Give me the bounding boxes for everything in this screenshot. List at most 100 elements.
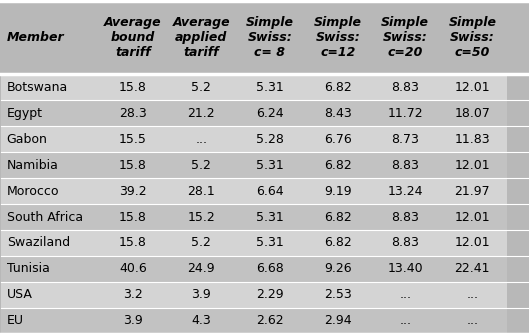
Text: Member: Member <box>7 31 65 45</box>
Bar <box>438 100 507 126</box>
Bar <box>235 1 304 74</box>
Text: 5.2: 5.2 <box>191 81 211 94</box>
Text: 5.2: 5.2 <box>191 159 211 172</box>
Bar <box>2 230 99 256</box>
Text: Average
applied
tariff: Average applied tariff <box>172 16 230 59</box>
Text: 4.3: 4.3 <box>191 314 211 327</box>
Text: 5.28: 5.28 <box>256 133 284 146</box>
Text: Simple
Swiss:
c=50: Simple Swiss: c=50 <box>449 16 496 59</box>
Text: 12.01: 12.01 <box>454 210 490 223</box>
Text: 12.01: 12.01 <box>454 237 490 250</box>
Text: 6.82: 6.82 <box>324 210 352 223</box>
Text: 11.83: 11.83 <box>454 133 490 146</box>
Text: Egypt: Egypt <box>7 107 43 120</box>
Bar <box>372 74 438 100</box>
Bar <box>167 126 235 152</box>
Text: 6.24: 6.24 <box>256 107 284 120</box>
Bar <box>167 256 235 282</box>
Text: 15.5: 15.5 <box>119 133 147 146</box>
Bar <box>99 152 167 178</box>
Text: Average
bound
tariff: Average bound tariff <box>104 16 162 59</box>
Text: 8.73: 8.73 <box>391 133 419 146</box>
Bar <box>235 74 304 100</box>
Bar <box>99 256 167 282</box>
Text: ...: ... <box>195 133 207 146</box>
Bar <box>99 1 167 74</box>
Bar <box>372 178 438 204</box>
Text: 15.8: 15.8 <box>119 237 147 250</box>
Bar <box>438 308 507 334</box>
Bar <box>304 230 372 256</box>
Bar <box>304 1 372 74</box>
Text: 15.2: 15.2 <box>187 210 215 223</box>
Text: 18.07: 18.07 <box>454 107 490 120</box>
Bar <box>304 204 372 230</box>
Text: Botswana: Botswana <box>7 81 68 94</box>
Bar <box>235 282 304 308</box>
Bar <box>167 178 235 204</box>
Bar <box>2 1 99 74</box>
Bar <box>438 256 507 282</box>
Text: ...: ... <box>467 288 478 301</box>
Text: 6.82: 6.82 <box>324 81 352 94</box>
Text: 2.62: 2.62 <box>256 314 284 327</box>
Bar <box>304 100 372 126</box>
Text: ...: ... <box>399 288 411 301</box>
Bar <box>167 204 235 230</box>
Bar <box>438 126 507 152</box>
Bar <box>167 1 235 74</box>
Text: 28.3: 28.3 <box>119 107 147 120</box>
Bar <box>372 230 438 256</box>
Text: 5.2: 5.2 <box>191 237 211 250</box>
Bar <box>2 100 99 126</box>
Text: 24.9: 24.9 <box>188 262 215 275</box>
Text: 9.19: 9.19 <box>324 185 352 198</box>
Bar <box>2 282 99 308</box>
Text: 28.1: 28.1 <box>187 185 215 198</box>
Text: 8.83: 8.83 <box>391 81 419 94</box>
Bar <box>99 126 167 152</box>
Text: 13.24: 13.24 <box>388 185 423 198</box>
Bar <box>438 282 507 308</box>
Bar <box>235 308 304 334</box>
Text: Gabon: Gabon <box>7 133 48 146</box>
Text: 5.31: 5.31 <box>256 237 284 250</box>
Text: 6.64: 6.64 <box>256 185 284 198</box>
Bar <box>438 204 507 230</box>
Text: Simple
Swiss:
c= 8: Simple Swiss: c= 8 <box>246 16 294 59</box>
Bar <box>235 152 304 178</box>
Bar <box>99 74 167 100</box>
Text: Tunisia: Tunisia <box>7 262 50 275</box>
Bar <box>438 74 507 100</box>
Text: 40.6: 40.6 <box>119 262 147 275</box>
Bar <box>2 126 99 152</box>
Bar <box>167 152 235 178</box>
Text: 8.83: 8.83 <box>391 210 419 223</box>
Text: 12.01: 12.01 <box>454 81 490 94</box>
Text: 8.43: 8.43 <box>324 107 352 120</box>
Bar <box>2 308 99 334</box>
Bar <box>304 178 372 204</box>
Bar <box>167 282 235 308</box>
Bar <box>372 204 438 230</box>
Bar <box>2 152 99 178</box>
Bar <box>167 74 235 100</box>
Text: 2.53: 2.53 <box>324 288 352 301</box>
Text: Namibia: Namibia <box>7 159 59 172</box>
Bar <box>99 204 167 230</box>
Text: 15.8: 15.8 <box>119 81 147 94</box>
Bar <box>99 100 167 126</box>
Text: Simple
Swiss:
c=20: Simple Swiss: c=20 <box>381 16 429 59</box>
Bar <box>304 152 372 178</box>
Bar <box>304 126 372 152</box>
Bar <box>2 74 99 100</box>
Text: 3.9: 3.9 <box>123 314 143 327</box>
Bar <box>99 178 167 204</box>
Bar <box>235 230 304 256</box>
Text: ...: ... <box>399 314 411 327</box>
Bar <box>235 256 304 282</box>
Text: Swaziland: Swaziland <box>7 237 70 250</box>
Bar <box>304 256 372 282</box>
Bar <box>167 308 235 334</box>
Text: 8.83: 8.83 <box>391 237 419 250</box>
